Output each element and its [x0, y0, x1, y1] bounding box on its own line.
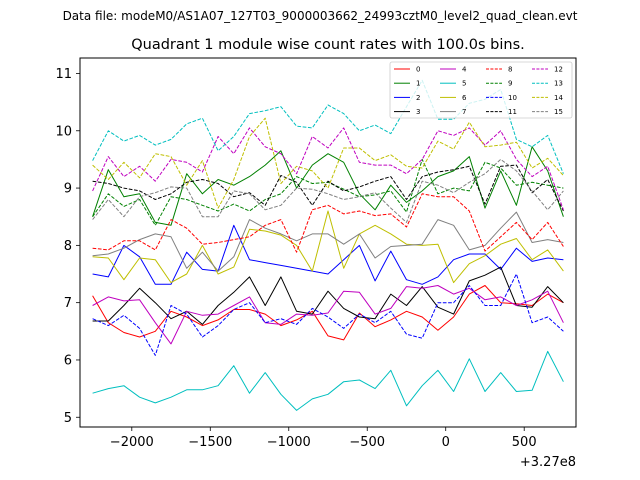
y-tick-label: 6	[64, 353, 72, 368]
series-line-2	[92, 224, 564, 285]
chart-title: Quadrant 1 module wise count rates with …	[131, 37, 525, 53]
y-tick-label: 7	[64, 296, 72, 311]
series-line-9	[92, 158, 564, 226]
x-tick-label: −1000	[267, 435, 311, 450]
series-line-5	[92, 350, 564, 411]
series-line-1	[92, 146, 564, 226]
series-line-14	[92, 117, 564, 209]
legend-label-15: 15	[554, 108, 563, 116]
series-line-11	[92, 164, 564, 212]
x-tick-label: −1500	[188, 435, 232, 450]
x-tick-label: 0	[442, 435, 450, 450]
legend-label-13: 13	[554, 80, 563, 88]
legend-label-3: 3	[416, 108, 420, 116]
legend-label-14: 14	[554, 94, 563, 102]
series-line-4	[92, 285, 564, 345]
legend-label-0: 0	[416, 66, 420, 74]
legend-label-4: 4	[462, 66, 467, 74]
y-tick-label: 11	[55, 67, 72, 82]
series-line-6	[92, 210, 564, 284]
x-tick-label: −500	[349, 435, 385, 450]
legend-box	[389, 61, 573, 119]
y-tick-label: 8	[64, 239, 72, 254]
legend-label-7: 7	[462, 108, 466, 116]
legend-label-9: 9	[508, 80, 512, 88]
chart-suptitle: Data file: modeM0/AS1A07_127T03_90000036…	[63, 9, 578, 23]
y-tick-label: 9	[64, 182, 72, 197]
y-axis: 5 6 7 8 9 10 11	[55, 67, 80, 426]
x-axis-offset-label: +3.27e8	[520, 455, 576, 470]
series-line-0	[92, 285, 564, 341]
legend-label-11: 11	[508, 108, 517, 116]
series-line-7	[92, 211, 564, 272]
series-line-15	[92, 158, 564, 223]
series-line-12	[92, 127, 564, 210]
x-axis: −2000 −1500 −1000 −500 0 500	[110, 427, 537, 450]
y-tick-label: 5	[64, 411, 72, 426]
legend-label-8: 8	[508, 66, 512, 74]
legend-label-2: 2	[416, 94, 420, 102]
plot-area	[80, 58, 576, 427]
legend-label-1: 1	[416, 80, 420, 88]
legend-label-10: 10	[508, 94, 517, 102]
legend-label-12: 12	[554, 66, 563, 74]
legend-label-5: 5	[462, 80, 466, 88]
series-line-10	[92, 273, 564, 356]
x-tick-label: −2000	[110, 435, 154, 450]
series-line-3	[92, 266, 564, 325]
y-tick-label: 10	[55, 124, 72, 139]
series-line-8	[92, 193, 564, 253]
plot-frame	[79, 57, 577, 428]
x-tick-label: 500	[512, 435, 537, 450]
legend-label-6: 6	[462, 94, 467, 102]
